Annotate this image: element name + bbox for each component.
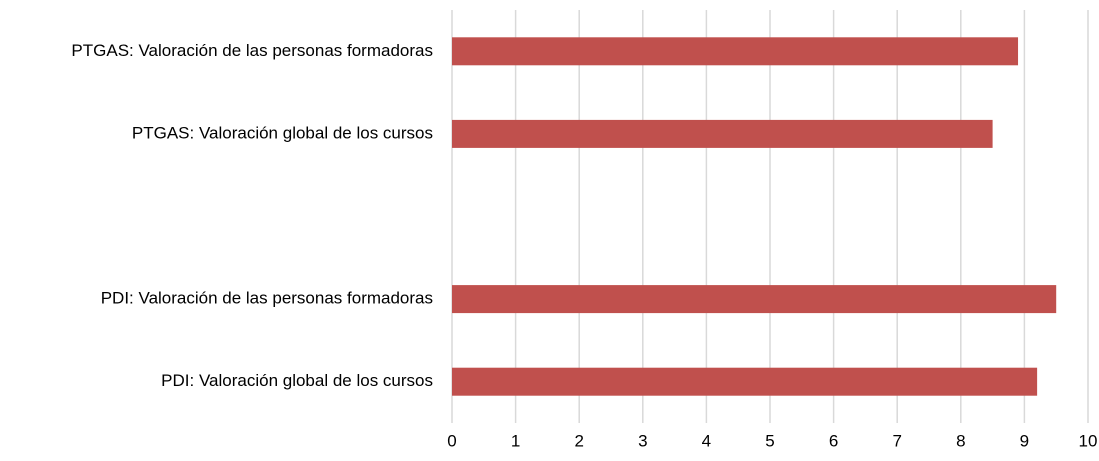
bar — [452, 37, 1019, 66]
x-tick-label: 10 — [1079, 431, 1098, 450]
x-tick-label: 9 — [1020, 431, 1029, 450]
x-tick-label: 6 — [829, 431, 838, 450]
x-tick-label: 2 — [574, 431, 583, 450]
y-tick-label: PTGAS: Valoración global de los cursos — [132, 123, 433, 142]
x-tick-label: 4 — [702, 431, 711, 450]
y-tick-label: PDI: Valoración de las personas formador… — [101, 289, 433, 308]
bar — [452, 285, 1057, 314]
y-tick-label: PDI: Valoración global de los cursos — [161, 371, 433, 390]
y-tick-label: PTGAS: Valoración de las personas formad… — [71, 41, 433, 60]
x-tick-label: 7 — [892, 431, 901, 450]
x-tick-label: 8 — [956, 431, 965, 450]
bar — [452, 367, 1038, 396]
x-tick-label: 3 — [638, 431, 647, 450]
x-tick-label: 5 — [765, 431, 774, 450]
bar — [452, 119, 993, 148]
x-tick-label: 0 — [447, 431, 456, 450]
x-tick-label: 1 — [511, 431, 520, 450]
